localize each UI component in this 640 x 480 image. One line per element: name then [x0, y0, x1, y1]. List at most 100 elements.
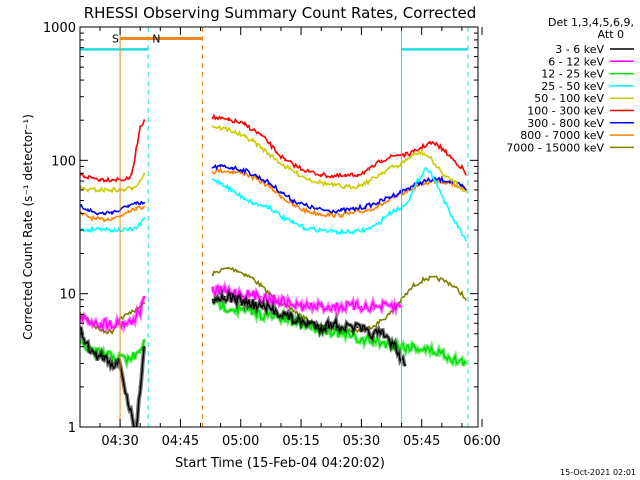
point-300-800-1-0: [211, 166, 214, 169]
point-3-6-0-3: [103, 355, 105, 358]
point-3-6-0-2: [95, 355, 97, 358]
point-800-7000-1-10: [328, 213, 331, 216]
point-50-100-1-10: [296, 172, 298, 175]
point-7000-15000-1-3: [235, 269, 238, 272]
point-100-300-1-27: [461, 166, 463, 169]
point-100-300-1-17: [380, 159, 383, 162]
point-7000-15000-0-4: [111, 330, 113, 333]
series-300-800-seg-1: [212, 163, 467, 214]
point-25-50-1-26: [465, 239, 467, 242]
y-tick-label-0: 1: [68, 421, 76, 436]
saa-label: S: [112, 32, 119, 45]
point-300-800-1-5: [267, 181, 270, 184]
point-800-7000-1-19: [436, 180, 439, 182]
point-50-100-1-27: [465, 190, 467, 193]
point-25-50-1-24: [448, 212, 451, 215]
point-25-50-1-5: [251, 201, 254, 204]
point-300-800-0-8: [139, 203, 142, 205]
point-800-7000-1-6: [280, 195, 282, 197]
point-800-7000-0-2: [95, 218, 97, 221]
point-800-7000-1-4: [255, 178, 258, 181]
point-7000-15000-1-19: [412, 284, 415, 287]
point-3-6-0-6: [127, 402, 130, 405]
point-12-25-1-12: [424, 348, 427, 351]
point-300-800-0-2: [95, 212, 97, 215]
point-25-50-1-16: [384, 215, 387, 218]
point-25-50-1-8: [280, 215, 282, 218]
point-50-100-1-1: [219, 127, 222, 129]
point-25-50-0-5: [127, 229, 130, 231]
footer-date-stamp: 15-Oct-2021 02:01: [560, 468, 636, 477]
point-50-100-0-7: [143, 172, 146, 175]
series-50-100-seg-0: [80, 173, 145, 194]
series-800-7000-seg-0: [80, 204, 145, 223]
point-25-50-0-1: [87, 229, 89, 231]
point-100-300-1-1: [219, 117, 222, 120]
legend-label-6-12: 6 - 12 keV: [548, 55, 604, 68]
point-12-25-1-13: [440, 351, 443, 354]
point-100-300-1-25: [444, 151, 447, 154]
point-7000-15000-1-21: [436, 277, 439, 280]
point-25-50-0-6: [135, 227, 138, 230]
axes: 1 10 100 1000 04:30 04:45 05:00 05:15 05:30 05:45…: [43, 21, 501, 449]
point-50-100-0-3: [111, 189, 113, 191]
point-6-12-0-4: [139, 309, 142, 312]
point-12-25-1-2: [239, 309, 242, 312]
point-12-25-1-3: [259, 313, 262, 316]
plot-frame: [79, 26, 479, 428]
point-25-50-0-7: [139, 223, 142, 226]
point-3-6-0-8: [139, 385, 142, 388]
point-25-50-1-13: [352, 231, 355, 233]
point-100-300-1-13: [332, 175, 335, 178]
point-25-50-1-22: [432, 176, 435, 178]
point-50-100-1-12: [320, 181, 323, 184]
point-25-50-1-14: [364, 229, 367, 231]
point-300-800-1-3: [243, 169, 246, 172]
point-50-100-1-5: [251, 139, 254, 142]
point-25-50-1-21: [424, 166, 427, 169]
point-7000-15000-1-24: [465, 298, 467, 301]
point-25-50-1-11: [320, 229, 323, 231]
point-800-7000-1-9: [316, 212, 319, 215]
point-800-7000-1-5: [267, 185, 270, 188]
point-300-800-0-4: [111, 211, 113, 213]
series-100-300-seg-1: [211, 113, 467, 179]
legend-label-100-300: 100 - 300 keV: [527, 105, 604, 118]
point-800-7000-1-8: [304, 209, 306, 212]
point-6-12-1-7: [340, 305, 343, 308]
point-800-7000-0-7: [135, 206, 138, 209]
point-25-50-0-8: [143, 217, 146, 219]
point-300-800-1-13: [364, 205, 367, 208]
point-3-6-0-1: [87, 345, 89, 348]
point-3-6-1-6: [284, 313, 286, 316]
y-tick-label-3: 1000: [43, 21, 76, 36]
point-3-6-1-1: [223, 295, 226, 298]
point-50-100-1-13: [332, 184, 335, 187]
point-800-7000-1-18: [424, 181, 427, 184]
point-50-100-1-17: [380, 172, 383, 175]
x-tick-label-5: 05:45: [403, 434, 440, 449]
y-tick-label-1: 10: [59, 288, 76, 303]
point-100-300-1-2: [227, 119, 230, 122]
point-100-300-0-7: [131, 172, 134, 175]
point-800-7000-1-11: [340, 213, 343, 216]
point-7000-15000-1-1: [219, 269, 222, 272]
point-300-800-1-15: [388, 196, 391, 198]
point-3-6-1-5: [272, 309, 274, 312]
point-50-100-1-4: [243, 135, 246, 138]
point-7000-15000-1-0: [211, 273, 214, 276]
point-12-25-0-3: [127, 358, 130, 361]
point-7000-15000-0-6: [127, 313, 130, 316]
point-100-300-1-7: [267, 142, 270, 144]
point-3-6-1-0: [211, 298, 214, 301]
point-50-100-1-22: [420, 151, 423, 154]
point-3-6-1-17: [404, 364, 407, 367]
point-25-50-1-12: [336, 231, 339, 233]
point-3-6-1-11: [344, 326, 347, 329]
point-50-100-0-2: [99, 189, 101, 191]
point-12-25-0-5: [143, 339, 146, 341]
legend-header-line-2: Att 0: [598, 28, 624, 41]
legend-label-300-800: 300 - 800 keV: [527, 117, 604, 130]
point-7000-15000-1-16: [376, 322, 379, 325]
